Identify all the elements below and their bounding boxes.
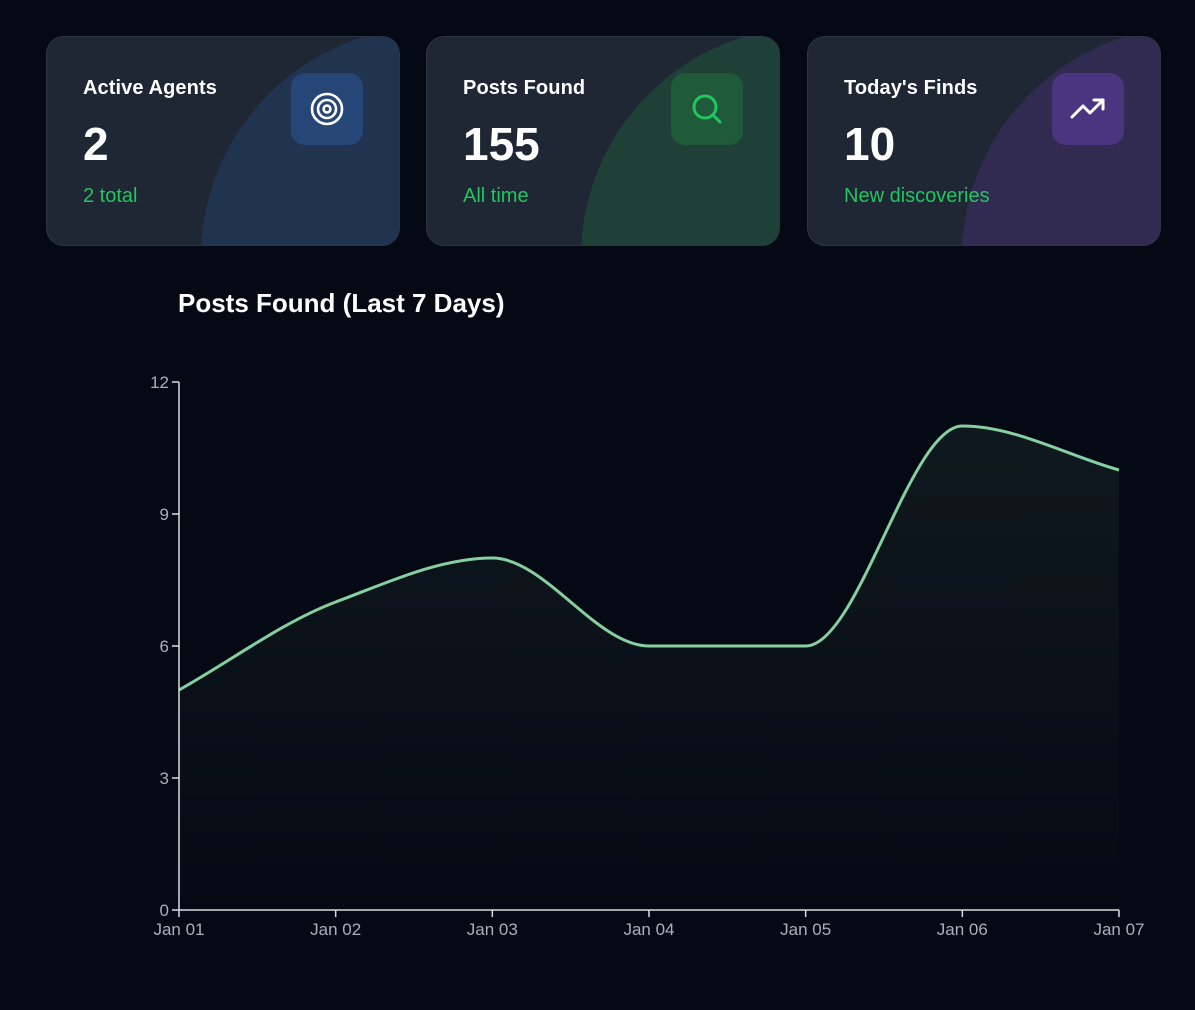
chart-title: Posts Found (Last 7 Days)	[178, 288, 505, 318]
search-icon	[671, 73, 743, 145]
x-tick-label: Jan 05	[780, 920, 831, 939]
card-label: Active Agents	[83, 77, 217, 99]
stats-cards: Active Agents 2 2 total Posts Found 155 …	[46, 36, 1163, 248]
y-tick-label: 0	[160, 901, 169, 920]
y-tick-label: 3	[160, 769, 169, 788]
y-tick-label: 9	[160, 505, 169, 524]
series-line	[178, 424, 1120, 692]
series-area-fill	[179, 426, 1119, 910]
x-tick-label: Jan 06	[937, 920, 988, 939]
target-icon	[291, 73, 363, 145]
card-posts-found: Posts Found 155 All time	[426, 36, 780, 246]
card-subtext: All time	[463, 185, 529, 207]
card-value: 2	[83, 118, 109, 170]
card-subtext: New discoveries	[844, 185, 990, 207]
x-tick-label: Jan 07	[1093, 920, 1144, 939]
y-tick-label: 12	[150, 373, 169, 392]
card-label: Posts Found	[463, 77, 586, 99]
x-tick-label: Jan 03	[467, 920, 518, 939]
x-tick-label: Jan 01	[153, 920, 204, 939]
card-value: 10	[844, 118, 896, 170]
card-todays-finds: Today's Finds 10 New discoveries	[807, 36, 1161, 246]
trending-up-icon	[1052, 73, 1124, 145]
card-value: 155	[463, 118, 540, 170]
card-label: Today's Finds	[844, 77, 978, 99]
x-tick-label: Jan 04	[623, 920, 674, 939]
y-tick-label: 6	[160, 637, 169, 656]
card-active-agents: Active Agents 2 2 total	[46, 36, 400, 246]
x-tick-label: Jan 02	[310, 920, 361, 939]
card-subtext: 2 total	[83, 185, 138, 207]
